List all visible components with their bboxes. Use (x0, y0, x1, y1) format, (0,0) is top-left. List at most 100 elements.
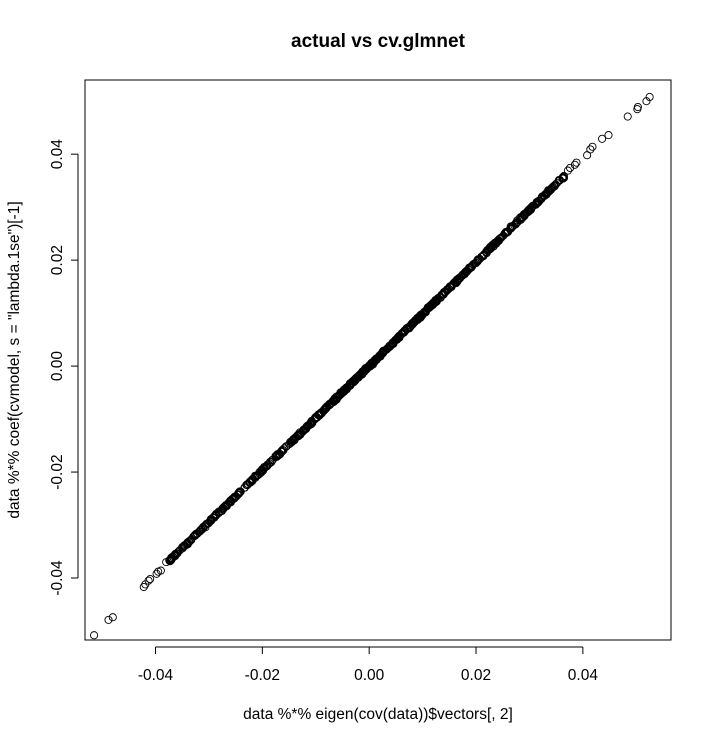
data-point (524, 206, 533, 215)
data-point (496, 234, 505, 243)
data-point (376, 352, 385, 361)
data-point (230, 493, 239, 502)
data-point (548, 183, 557, 192)
data-point (492, 239, 501, 248)
data-point (388, 338, 397, 347)
data-point (156, 566, 165, 575)
data-point (201, 523, 210, 532)
data-point (277, 447, 286, 456)
x-tick-label: 0.00 (354, 667, 385, 684)
data-point (360, 365, 369, 375)
data-point (293, 431, 303, 441)
data-point (235, 488, 244, 498)
data-point (503, 227, 513, 236)
data-point (447, 282, 456, 292)
data-point (454, 275, 463, 284)
data-point (352, 374, 361, 383)
data-points (90, 92, 654, 640)
data-point (273, 452, 282, 461)
data-point (299, 425, 308, 434)
data-point (291, 433, 300, 442)
x-tick-label: -0.04 (138, 667, 174, 684)
data-point (431, 296, 440, 305)
data-point (563, 166, 572, 175)
data-point (170, 551, 179, 560)
data-point (486, 244, 495, 253)
data-point (410, 317, 419, 326)
data-point (264, 460, 273, 469)
data-point (235, 487, 245, 496)
data-point (512, 218, 521, 227)
data-point (551, 180, 560, 189)
data-point (346, 379, 355, 388)
y-tick-label: -0.02 (49, 454, 66, 489)
data-point (623, 112, 632, 121)
data-point (350, 376, 359, 386)
data-point (511, 219, 520, 228)
data-point (604, 131, 613, 140)
y-axis: -0.04 -0.02 0.00 0.02 0.04 (49, 139, 79, 596)
data-point (494, 236, 503, 245)
x-tick-label: -0.02 (245, 667, 280, 684)
data-point (387, 339, 397, 348)
data-point (315, 411, 324, 420)
x-axis: -0.04 -0.02 0.00 0.02 0.04 (138, 646, 598, 684)
data-point (197, 525, 206, 534)
data-point (190, 531, 199, 540)
data-point (144, 576, 153, 585)
data-point (598, 134, 607, 143)
x-tick-label: 0.02 (461, 667, 491, 684)
data-point (169, 552, 178, 562)
data-point (546, 185, 555, 194)
data-point (225, 498, 234, 507)
data-point (217, 506, 226, 515)
data-point (586, 145, 595, 154)
chart-title: actual vs cv.glmnet (291, 31, 466, 52)
data-point (537, 194, 546, 203)
data-point (298, 427, 307, 436)
data-point (437, 290, 446, 300)
data-point (479, 251, 488, 260)
data-point (330, 396, 339, 405)
y-tick-label: 0.04 (49, 139, 66, 170)
data-point (104, 615, 113, 624)
data-point (517, 214, 527, 223)
data-point (326, 400, 335, 409)
data-point (558, 173, 568, 182)
data-point (483, 246, 492, 255)
data-point (407, 320, 417, 329)
data-point (337, 388, 346, 397)
data-point (459, 269, 468, 278)
y-tick-label: -0.04 (49, 560, 66, 596)
y-tick-label: 0.00 (49, 351, 66, 382)
y-tick-label: 0.02 (49, 245, 66, 275)
data-point (418, 310, 428, 319)
data-point (248, 475, 257, 484)
data-point (383, 344, 392, 353)
data-point (364, 362, 374, 371)
data-point (353, 372, 362, 381)
data-point (146, 575, 155, 584)
data-point (267, 458, 276, 467)
data-point (204, 519, 213, 528)
x-axis-label: data %*% eigen(cov(data))$vectors[, 2] (243, 706, 513, 723)
data-point (245, 478, 254, 487)
data-point (392, 334, 402, 343)
data-point (139, 582, 148, 592)
data-point (438, 290, 447, 299)
data-point (633, 102, 642, 112)
data-point (362, 364, 371, 373)
data-point (468, 262, 477, 271)
data-point (416, 312, 425, 321)
data-point (90, 631, 99, 640)
data-point (467, 263, 476, 272)
data-point (588, 142, 597, 151)
data-point (255, 467, 264, 476)
data-point (477, 253, 486, 262)
data-point (243, 479, 252, 488)
data-point (558, 173, 567, 182)
data-point (572, 158, 581, 167)
y-axis-label: data %*% coef(cvmodel, s = "lambda.1se")… (6, 201, 23, 518)
data-point (424, 303, 433, 312)
